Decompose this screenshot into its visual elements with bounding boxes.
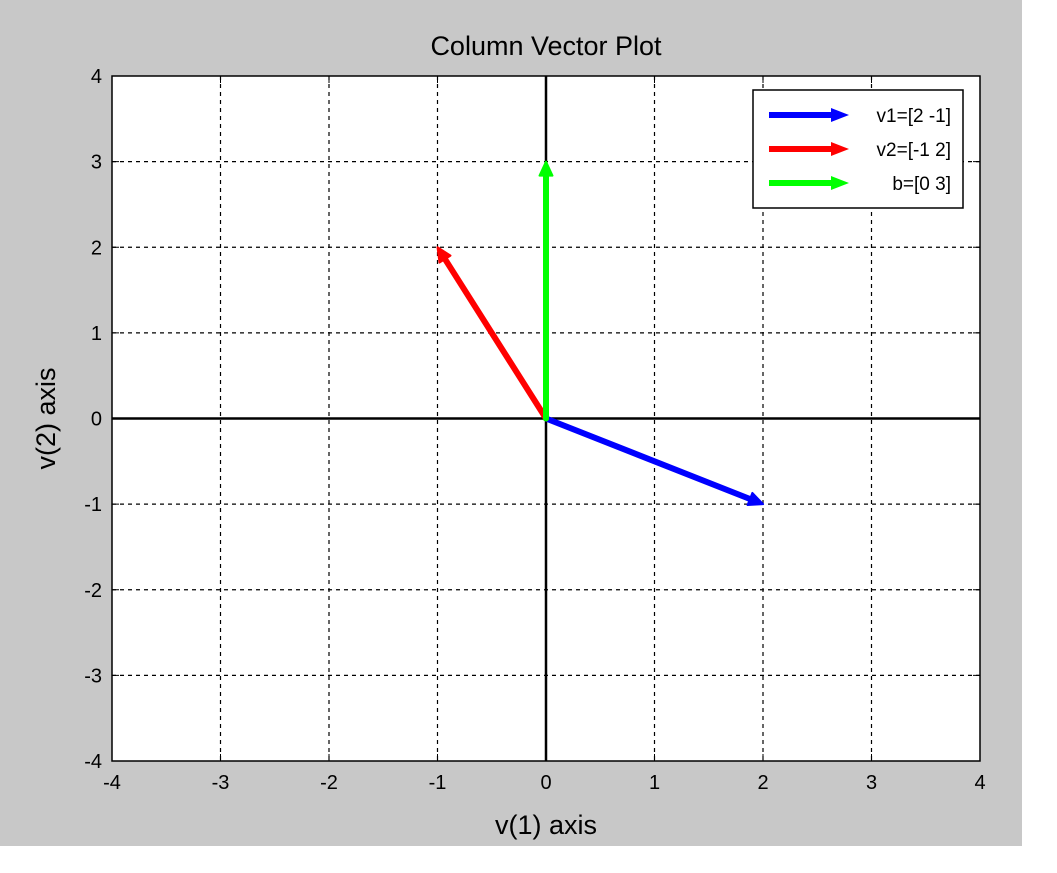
vector-arrowhead	[746, 491, 764, 507]
x-tick-label: -2	[320, 772, 338, 794]
vectors	[436, 160, 764, 507]
y-axis-label: v(2) axis	[31, 367, 61, 469]
y-tick-label: -2	[84, 580, 102, 602]
legend-swatch-arrow	[831, 142, 849, 156]
vector-arrowhead	[538, 160, 554, 177]
y-tick-label: 0	[91, 409, 102, 431]
y-tick-label: -1	[84, 494, 102, 516]
x-tick-label: -4	[103, 772, 121, 794]
chart-title: Column Vector Plot	[430, 31, 662, 61]
vector-arrowhead	[436, 246, 452, 264]
x-tick-label: 2	[757, 772, 768, 794]
tick-labels: -4 -3 -2 -1 0 1 2 3 4 -4 -3 -2 -1 0 1 2 3 4	[84, 66, 985, 794]
x-axis-label: v(1) axis	[495, 810, 597, 840]
x-tick-label: 3	[866, 772, 877, 794]
y-tick-label: -4	[84, 751, 102, 773]
y-tick-label: 4	[91, 66, 102, 88]
x-tick-label: -3	[212, 772, 230, 794]
x-tick-label: 4	[974, 772, 985, 794]
y-tick-label: 1	[91, 323, 102, 345]
x-tick-label: 0	[540, 772, 551, 794]
y-tick-label: -3	[84, 665, 102, 687]
legend: v1=[2 -1] v2=[-1 2] b=[0 3]	[752, 89, 964, 209]
vector-chart: -4 -3 -2 -1 0 1 2 3 4 -4 -3 -2 -1 0 1 2 3 4 Column Vector…	[31, 31, 986, 840]
legend-swatch-arrow	[831, 176, 849, 190]
figure-window: -4 -3 -2 -1 0 1 2 3 4 -4 -3 -2 -1 0 1 2 3 4 Column Vector…	[0, 0, 1022, 846]
y-tick-label: 2	[91, 237, 102, 259]
legend-entry: b=[0 3]	[892, 174, 951, 195]
legend-entry: v2=[-1 2]	[877, 140, 951, 161]
x-tick-label: -1	[429, 772, 447, 794]
x-tick-label: 1	[649, 772, 660, 794]
legend-entry: v1=[2 -1]	[877, 106, 951, 127]
y-tick-label: 3	[91, 152, 102, 174]
legend-swatch-arrow	[831, 108, 849, 122]
vector-line	[441, 256, 549, 422]
vector-line	[543, 415, 753, 502]
